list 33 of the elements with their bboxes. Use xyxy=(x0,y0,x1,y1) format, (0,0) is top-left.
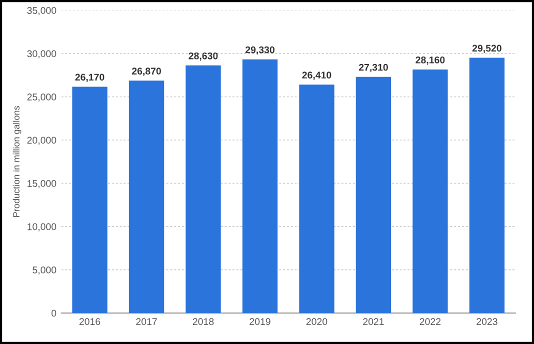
y-tick-label: 0 xyxy=(52,310,56,317)
bar xyxy=(128,80,164,314)
data-label: 28,630 xyxy=(188,52,218,61)
y-tick-label: 30,000 xyxy=(27,50,56,58)
bar xyxy=(186,65,221,314)
x-tick-label: 2020 xyxy=(306,318,328,326)
y-axis-title: Production in million gallons xyxy=(12,106,22,217)
x-tick-label: 2016 xyxy=(79,318,100,326)
x-tick-label: 2023 xyxy=(476,318,498,326)
data-label: 29,520 xyxy=(472,44,502,54)
data-label: 29,330 xyxy=(245,46,274,55)
y-tick-label: 5,000 xyxy=(32,266,56,275)
x-tick-label: 2021 xyxy=(363,318,384,326)
y-tick-label: 20,000 xyxy=(27,136,56,145)
bar xyxy=(299,84,334,314)
x-tick-label: 2022 xyxy=(420,318,441,326)
data-label: 28,160 xyxy=(416,56,445,65)
bar xyxy=(412,69,448,314)
x-tick-label: 2017 xyxy=(136,318,157,326)
bar xyxy=(356,76,392,314)
bar xyxy=(242,59,278,314)
x-tick-label: 2019 xyxy=(250,318,270,326)
y-tick-label: 10,000 xyxy=(28,223,56,232)
bar xyxy=(72,86,108,314)
bar xyxy=(469,58,505,314)
data-label: 26,170 xyxy=(75,74,104,82)
data-label: 27,310 xyxy=(358,64,388,72)
data-label: 26,410 xyxy=(302,72,332,80)
y-tick-label: 35,000 xyxy=(27,7,56,16)
y-tick-label: 25,000 xyxy=(27,94,56,102)
y-tick-label: 15,000 xyxy=(28,180,56,188)
data-label: 26,870 xyxy=(132,68,161,76)
x-tick-label: 2018 xyxy=(192,318,214,326)
